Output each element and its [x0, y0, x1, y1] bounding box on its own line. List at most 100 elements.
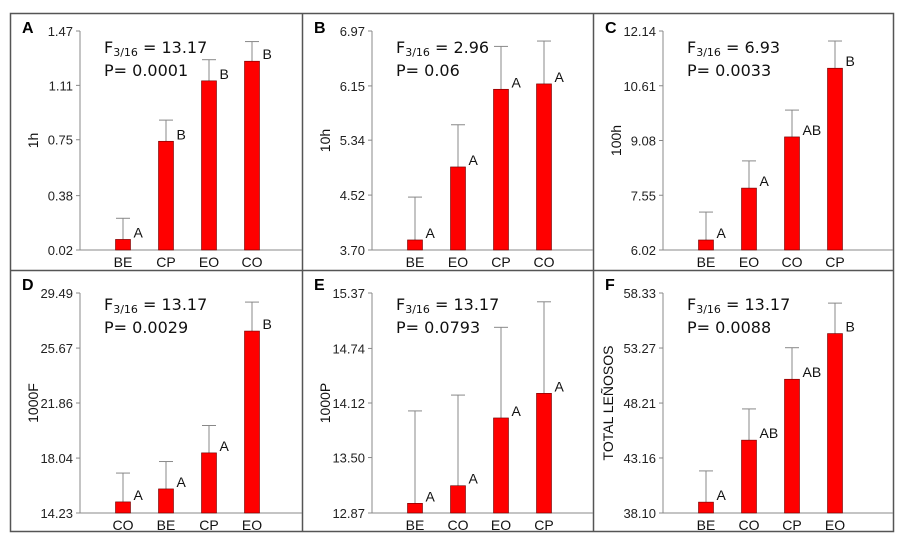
panel-label: A — [22, 20, 34, 37]
panel-label: B — [314, 20, 326, 37]
x-tick-label: BE — [406, 517, 425, 533]
x-tick-label: CP — [534, 517, 553, 533]
significance-letter: A — [220, 438, 230, 454]
x-tick-label: CO — [782, 254, 803, 270]
significance-letter: A — [134, 224, 144, 240]
significance-letter: A — [555, 69, 565, 85]
panel-b: B 3.70 4.52 5.34 6.15 6.97 10h F3/16 = 2.96 P= 0… — [314, 20, 593, 270]
bar-cp — [536, 393, 552, 514]
y-tick-label: 7.55 — [631, 188, 656, 203]
p-value: P= 0.06 — [396, 61, 460, 80]
bar-co — [450, 485, 466, 514]
y-tick-label: 6.97 — [340, 24, 365, 39]
panel-label: F — [605, 277, 615, 294]
x-tick-label: EO — [448, 254, 468, 270]
y-tick-label: 13.50 — [332, 451, 365, 466]
x-tick-label: CO — [534, 254, 555, 270]
bar-eo — [493, 417, 509, 514]
panel-label: E — [314, 277, 325, 294]
significance-letter: B — [846, 53, 855, 69]
bar-be — [698, 239, 714, 251]
bar-co — [244, 60, 260, 251]
significance-letter: B — [177, 126, 186, 142]
bar-eo — [244, 330, 260, 514]
y-tick-label: 0.75 — [48, 133, 73, 148]
y-axis-label: TOTAL LEÑOSOS — [600, 346, 616, 461]
significance-letter: B — [220, 66, 229, 82]
bar-co — [784, 136, 800, 251]
x-tick-label: CP — [825, 254, 844, 270]
f-statistic: F3/16 = 13.17 — [396, 295, 499, 316]
p-value: P= 0.0029 — [104, 318, 188, 337]
significance-letter: A — [512, 403, 522, 419]
y-tick-label: 53.27 — [623, 341, 656, 356]
significance-letter: B — [846, 319, 855, 335]
y-tick-label: 1.11 — [49, 78, 73, 93]
y-tick-label: 25.67 — [40, 341, 73, 356]
p-value: P= 0.0088 — [687, 318, 771, 337]
panel-e: E 12.87 13.50 14.12 14.74 15.37 1000P F3/16 = 1… — [314, 277, 593, 533]
significance-letter: A — [717, 225, 727, 241]
x-tick-label: CO — [739, 517, 760, 533]
y-tick-label: 0.38 — [48, 189, 73, 204]
x-tick-label: CO — [448, 517, 469, 533]
bar-cp — [158, 140, 174, 251]
y-tick-label: 58.33 — [623, 286, 656, 301]
y-tick-label: 4.52 — [340, 188, 365, 203]
x-tick-label: CP — [199, 517, 218, 533]
y-axis-label: 100h — [608, 125, 624, 156]
panel-f: F 38.10 43.16 48.21 53.27 58.33 TOTAL LEÑOSOS F… — [600, 277, 893, 533]
p-value: P= 0.0793 — [396, 318, 480, 337]
bar-cp — [784, 378, 800, 514]
x-tick-label: EO — [825, 517, 845, 533]
bar-cp — [827, 67, 843, 251]
bar-eo — [450, 166, 466, 251]
bar-eo — [201, 80, 217, 251]
y-tick-label: 6.02 — [631, 243, 656, 258]
f-statistic: F3/16 = 2.96 — [396, 38, 489, 59]
y-axis-label: 1h — [25, 133, 41, 149]
panel-a: A 0.02 0.38 0.75 1.11 1.47 1h F3/16 = 13.17 P= 0… — [22, 20, 302, 270]
x-tick-label: CO — [113, 517, 134, 533]
bar-co — [115, 501, 131, 514]
x-tick-label: CP — [156, 254, 175, 270]
bar-be — [158, 488, 174, 514]
bar-be — [698, 501, 714, 514]
bar-cp — [493, 88, 509, 251]
significance-letter: A — [717, 487, 727, 503]
significance-letter: A — [555, 378, 565, 394]
significance-letter: AB — [803, 364, 822, 380]
bar-be — [115, 239, 131, 251]
y-axis-label: 1000P — [317, 383, 333, 423]
significance-letter: A — [469, 471, 479, 487]
f-statistic: F3/16 = 13.17 — [104, 38, 207, 59]
x-tick-label: CO — [242, 254, 263, 270]
panel-d: D 14.23 18.04 21.86 25.67 29.49 1000F F3/16 = 1… — [22, 277, 302, 533]
bar-co — [536, 83, 552, 251]
panel-label: D — [22, 277, 34, 294]
significance-letter: B — [263, 46, 272, 62]
y-tick-label: 3.70 — [340, 243, 365, 258]
y-tick-label: 14.74 — [332, 341, 365, 356]
significance-letter: B — [263, 316, 272, 332]
bar-be — [407, 239, 423, 251]
x-tick-label: BE — [157, 517, 176, 533]
x-tick-label: BE — [697, 517, 716, 533]
x-tick-label: EO — [491, 517, 511, 533]
significance-letter: A — [760, 173, 770, 189]
panel-label: C — [605, 20, 617, 37]
significance-letter: A — [426, 488, 436, 504]
y-tick-label: 14.23 — [40, 506, 73, 521]
y-tick-label: 48.21 — [623, 396, 656, 411]
y-tick-label: 5.34 — [340, 133, 365, 148]
f-statistic: F3/16 = 13.17 — [104, 295, 207, 316]
significance-letter: A — [134, 487, 144, 503]
x-tick-label: BE — [114, 254, 133, 270]
y-tick-label: 9.08 — [631, 134, 656, 149]
y-tick-label: 38.10 — [623, 506, 656, 521]
f-statistic: F3/16 = 13.17 — [687, 295, 790, 316]
p-value: P= 0.0001 — [104, 61, 188, 80]
bar-co — [741, 439, 757, 514]
x-tick-label: CP — [491, 254, 510, 270]
y-tick-label: 43.16 — [623, 451, 656, 466]
